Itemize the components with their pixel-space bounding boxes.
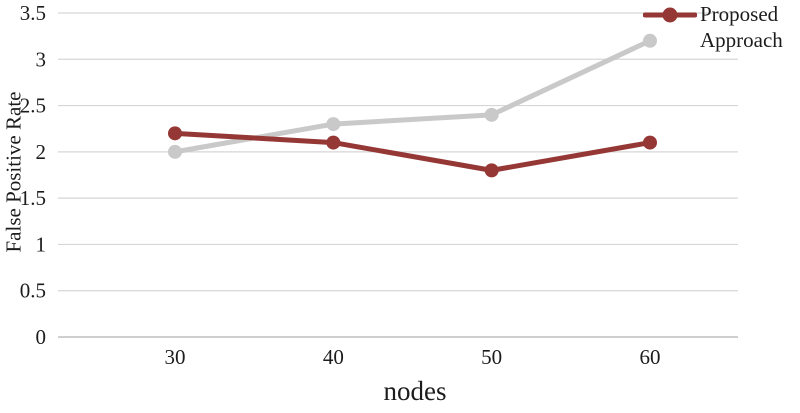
y-tick-label: 3.5 bbox=[20, 1, 46, 25]
series-line-0 bbox=[172, 130, 653, 173]
series-marker-0 bbox=[326, 135, 341, 150]
series-marker-0 bbox=[643, 135, 657, 150]
legend-label: Proposed Approach bbox=[700, 2, 783, 52]
y-axis-title: False Positive Rate bbox=[1, 91, 26, 253]
series-marker-1 bbox=[484, 107, 499, 122]
y-tick-label: 0 bbox=[36, 325, 47, 349]
x-tick-label: 40 bbox=[323, 345, 344, 369]
legend-line-marker-icon bbox=[643, 7, 697, 23]
legend: Proposed Approach bbox=[643, 1, 794, 53]
y-tick-label: 2.5 bbox=[20, 94, 46, 118]
x-tick-label: 50 bbox=[481, 345, 502, 369]
y-tick-label: 3 bbox=[36, 47, 47, 71]
legend-marker-dot bbox=[662, 7, 678, 23]
series-marker-1 bbox=[168, 144, 182, 159]
series-marker-1 bbox=[326, 117, 341, 132]
series-marker-0 bbox=[168, 126, 182, 141]
x-tick-label: 60 bbox=[640, 345, 661, 369]
y-tick-label: 1 bbox=[36, 232, 47, 256]
y-tick-label: 1.5 bbox=[20, 186, 46, 210]
x-tick-label: 30 bbox=[165, 345, 186, 369]
y-tick-label: 2 bbox=[36, 140, 47, 164]
series-marker-0 bbox=[484, 163, 499, 178]
series-marker-1 bbox=[643, 33, 657, 48]
x-axis-title: nodes bbox=[383, 376, 447, 406]
y-tick-label: 0.5 bbox=[20, 279, 46, 303]
